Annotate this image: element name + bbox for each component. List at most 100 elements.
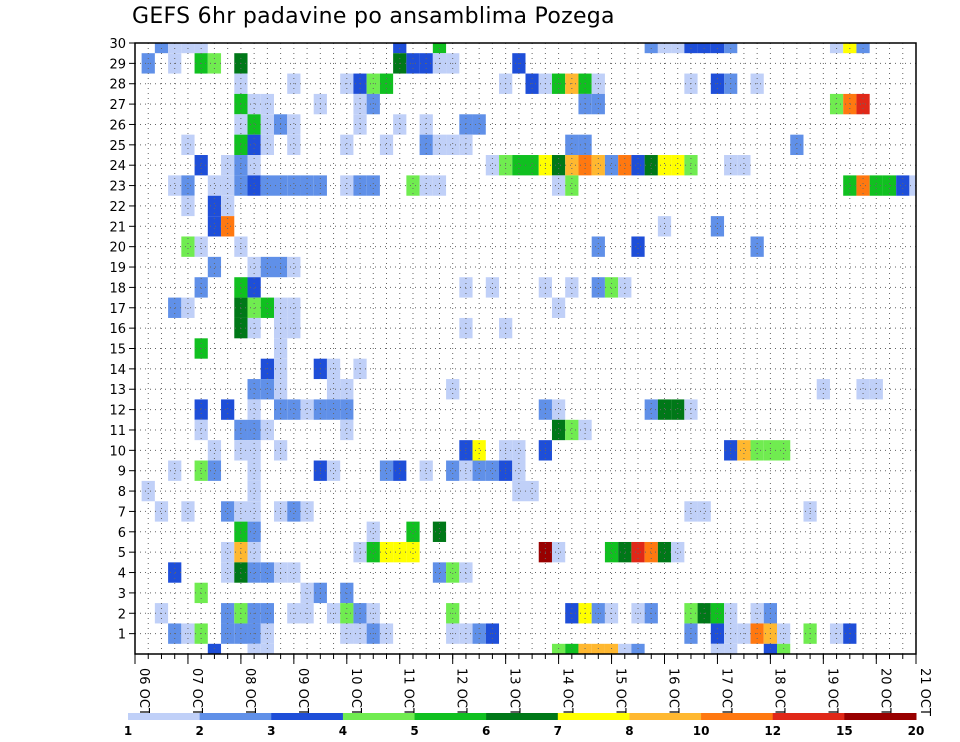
grid-lines xyxy=(135,42,916,654)
heatmap-cell xyxy=(287,175,301,196)
heatmap-cell xyxy=(512,440,526,461)
heatmap-cell xyxy=(366,175,380,196)
x-tick-label: 13 OCT xyxy=(507,668,522,716)
heatmap-cell xyxy=(340,379,354,400)
colorbar-swatch xyxy=(128,713,201,720)
x-tick-label: 17 OCT xyxy=(718,668,733,716)
colorbar-label: 15 xyxy=(836,724,853,738)
x-tick-label: 10 OCT xyxy=(348,668,363,716)
heatmap-cell xyxy=(194,460,208,481)
y-tick-label: 27 xyxy=(109,98,126,113)
heatmap-cell xyxy=(419,460,433,481)
heatmap-cell xyxy=(882,175,897,196)
heatmap-cell xyxy=(207,256,222,278)
heatmap-cell xyxy=(631,155,645,176)
heatmap-cell xyxy=(446,562,460,583)
heatmap-cell xyxy=(247,562,261,583)
heatmap-cell xyxy=(657,399,672,420)
heatmap-cell xyxy=(393,460,407,481)
heatmap-cell xyxy=(432,175,447,196)
heatmap-cell xyxy=(260,134,274,156)
heatmap-cell xyxy=(896,175,910,196)
heatmap-cell xyxy=(406,175,420,196)
heatmap-cell xyxy=(565,175,579,196)
colorbar-label: 1 xyxy=(124,724,132,738)
heatmap-cell xyxy=(260,93,274,115)
colorbar-swatch xyxy=(557,713,630,720)
heatmap-cell xyxy=(618,155,632,176)
heatmap-cell xyxy=(777,440,791,461)
chart-title: GEFS 6hr padavine po ansamblima Pozega xyxy=(132,4,615,29)
heatmap-cell xyxy=(657,216,672,237)
heatmap-cell xyxy=(287,114,301,135)
heatmap-cell xyxy=(856,93,870,115)
y-tick-label: 24 xyxy=(109,159,126,174)
heatmap-cell xyxy=(287,297,301,318)
heatmap-cell xyxy=(340,399,354,420)
y-tick-label: 18 xyxy=(109,281,126,296)
colorbar-label: 20 xyxy=(908,724,925,738)
heatmap-cell xyxy=(432,134,447,156)
y-tick-label: 30 xyxy=(109,37,126,52)
heatmap-cell xyxy=(247,379,261,400)
heatmap-cell xyxy=(247,460,261,481)
colorbar-swatch xyxy=(629,713,702,720)
heatmap-cell xyxy=(618,277,632,298)
y-tick-label: 16 xyxy=(109,322,126,337)
heatmap-cell xyxy=(644,399,658,420)
heatmap-cell xyxy=(631,236,645,257)
y-tick-label: 5 xyxy=(118,546,126,561)
heatmap-cell xyxy=(472,114,486,135)
heatmap-cell xyxy=(551,297,566,318)
heatmap-cell xyxy=(247,175,261,196)
y-tick-label: 26 xyxy=(109,118,126,133)
heatmap-cell xyxy=(221,155,235,176)
heatmap-cell xyxy=(551,419,566,441)
heatmap-cell xyxy=(340,175,354,196)
y-tick-label: 25 xyxy=(109,139,126,154)
colorbar-swatch xyxy=(486,713,559,720)
heatmap-cell xyxy=(168,297,182,318)
heatmap-cell xyxy=(551,541,566,563)
heatmap-cells xyxy=(141,43,916,654)
y-tick-label: 4 xyxy=(118,567,126,582)
heatmap-cell xyxy=(446,460,460,481)
heatmap-cell xyxy=(194,155,208,176)
heatmap-cell xyxy=(181,297,195,318)
colorbar-label: 3 xyxy=(267,724,275,738)
heatmap-cell xyxy=(856,379,870,400)
y-tick-label: 22 xyxy=(109,200,126,215)
heatmap-cell xyxy=(472,460,486,481)
heatmap-cell xyxy=(551,399,566,420)
heatmap-cell xyxy=(393,541,407,563)
x-tick-label: 14 OCT xyxy=(560,668,575,716)
colorbar: 1 2 3 4 5 6 7 8 10 12 15 20 xyxy=(124,713,925,738)
heatmap-cell xyxy=(750,236,764,257)
y-tick-label: 21 xyxy=(109,220,126,235)
heatmap-cell xyxy=(472,440,486,461)
heatmap-cell xyxy=(194,277,208,298)
heatmap-cell xyxy=(181,195,195,217)
heatmap-cell xyxy=(525,480,539,502)
y-tick-label: 29 xyxy=(109,57,126,72)
heatmap-cell xyxy=(697,501,711,522)
y-tick-label: 17 xyxy=(109,302,126,317)
colorbar-swatch xyxy=(844,713,917,720)
heatmap-cell xyxy=(168,175,182,196)
heatmap-cell xyxy=(247,440,261,461)
x-tick-label: 15 OCT xyxy=(613,668,628,716)
heatmap-cell xyxy=(737,155,751,176)
heatmap-cell xyxy=(247,541,261,563)
heatmap-cell xyxy=(644,155,658,176)
heatmap-cell xyxy=(287,562,301,583)
heatmap-cell xyxy=(340,134,354,156)
heatmap-cell xyxy=(604,155,619,176)
y-tick-label: 12 xyxy=(109,404,126,419)
colorbar-label: 2 xyxy=(195,724,203,738)
heatmap-cell xyxy=(671,541,685,563)
heatmap-cell xyxy=(247,93,261,115)
heatmap-cell xyxy=(221,399,235,420)
heatmap-cell xyxy=(207,195,222,217)
heatmap-cell xyxy=(247,256,261,278)
heatmap-cell xyxy=(207,216,222,237)
